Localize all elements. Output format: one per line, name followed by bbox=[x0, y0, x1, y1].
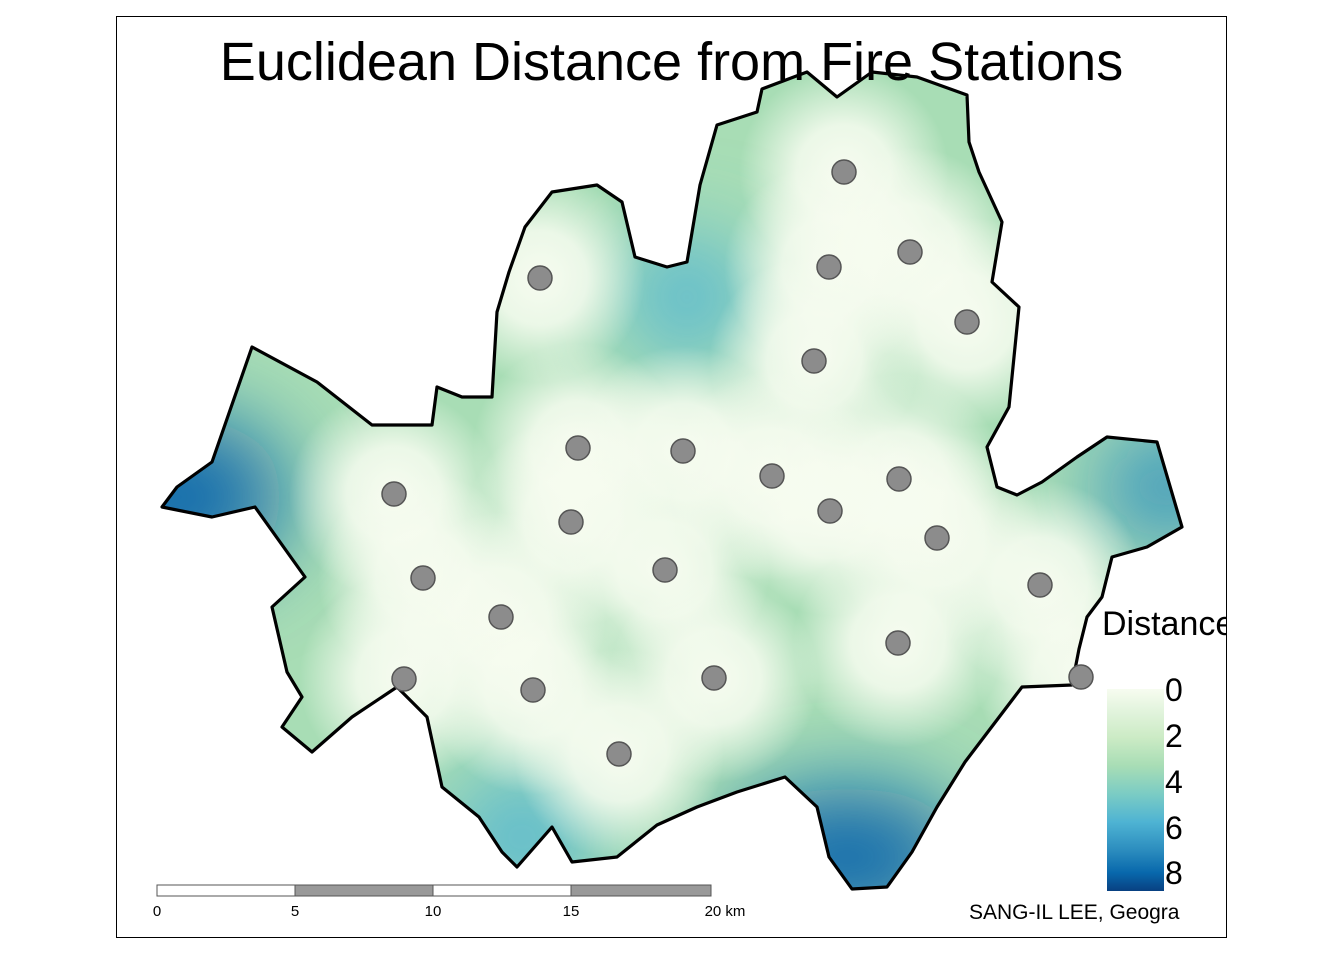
fire-station-marker bbox=[488, 604, 514, 630]
fire-station-marker bbox=[558, 509, 584, 535]
fire-station-marker bbox=[817, 498, 843, 524]
fire-station-marker bbox=[924, 525, 950, 551]
fire-station-marker bbox=[410, 565, 436, 591]
legend-tick-2: 2 bbox=[1165, 718, 1183, 754]
fire-station-marker bbox=[652, 557, 678, 583]
fire-station-marker bbox=[801, 348, 827, 374]
scale-bar-segment-1 bbox=[156, 884, 296, 897]
fire-station-marker bbox=[381, 481, 407, 507]
fire-station-marker bbox=[527, 265, 553, 291]
fire-station-marker bbox=[954, 309, 980, 335]
scale-label-0: 0 bbox=[152, 903, 162, 920]
legend-tick-8: 8 bbox=[1165, 855, 1183, 891]
legend-colorbar bbox=[1107, 689, 1164, 891]
legend-tick-6: 6 bbox=[1165, 810, 1183, 846]
map-frame: Euclidean Distance from Fire Stations Di… bbox=[116, 16, 1227, 938]
fire-station-marker bbox=[391, 666, 417, 692]
fire-station-marker bbox=[701, 665, 727, 691]
fire-station-marker bbox=[565, 435, 591, 461]
legend-title: Distance(km) bbox=[1102, 605, 1226, 643]
scale-label-5: 5 bbox=[290, 903, 300, 920]
fire-station-marker bbox=[1027, 572, 1053, 598]
scale-label-10: 10 bbox=[424, 903, 442, 920]
scale-label-20: 20 km bbox=[704, 903, 746, 920]
fire-station-marker bbox=[606, 741, 632, 767]
fire-station-marker bbox=[816, 254, 842, 280]
scale-bar-segment-3 bbox=[432, 884, 572, 897]
fire-station-marker bbox=[1068, 664, 1094, 690]
fire-station-marker bbox=[897, 239, 923, 265]
legend-tick-0: 0 bbox=[1165, 672, 1183, 708]
credit-text: SANG-IL LEE, Geogra bbox=[969, 901, 1180, 924]
fire-station-marker bbox=[520, 677, 546, 703]
map-canvas bbox=[156, 70, 1184, 897]
fire-station-marker bbox=[886, 466, 912, 492]
fire-station-marker bbox=[759, 463, 785, 489]
fire-station-marker bbox=[670, 438, 696, 464]
scale-bar-segment-4 bbox=[570, 884, 712, 897]
scale-label-15: 15 bbox=[562, 903, 580, 920]
distance-raster bbox=[162, 72, 1182, 889]
fire-stations bbox=[381, 159, 1094, 767]
map-title: Euclidean Distance from Fire Stations bbox=[219, 32, 1124, 92]
legend-tick-4: 4 bbox=[1165, 764, 1183, 800]
fire-station-marker bbox=[831, 159, 857, 185]
scale-bar bbox=[156, 884, 712, 897]
scale-bar-segment-2 bbox=[294, 884, 434, 897]
seoul-boundary bbox=[160, 70, 1184, 891]
fire-station-marker bbox=[885, 630, 911, 656]
